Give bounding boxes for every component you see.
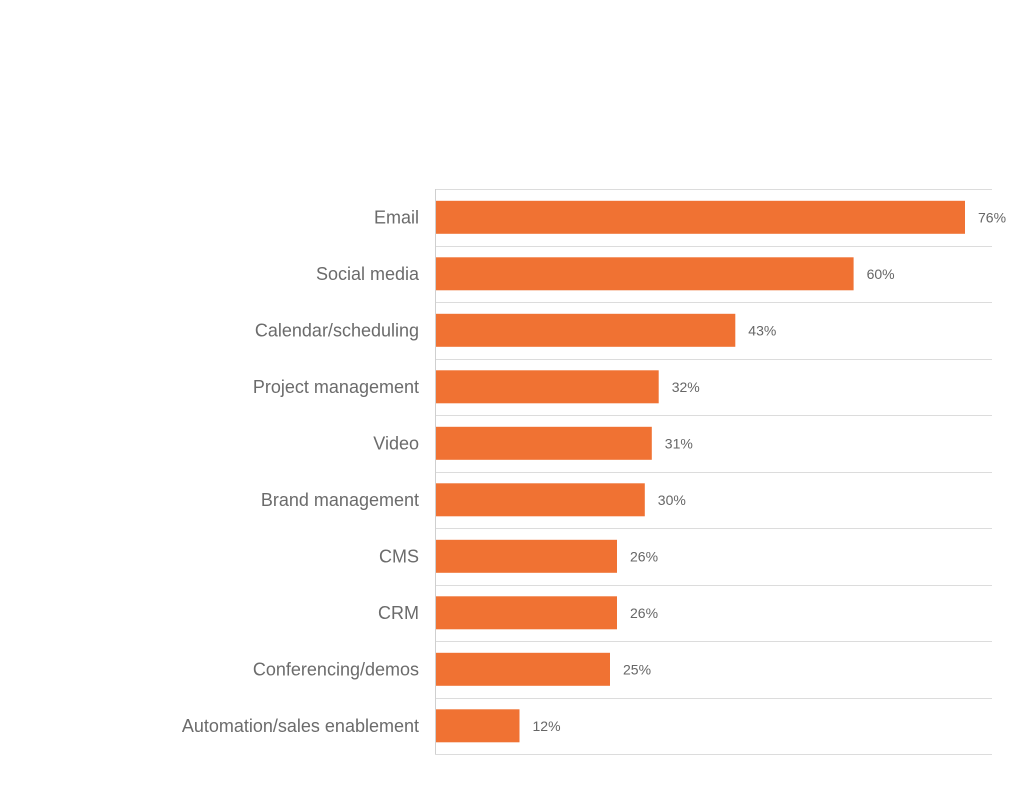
bar-2 <box>436 313 736 347</box>
value-label: 43% <box>748 322 776 338</box>
category-label: Brand management <box>261 490 419 510</box>
category-label: Project management <box>253 377 419 397</box>
value-label: 31% <box>665 435 693 451</box>
bar-9 <box>436 709 520 743</box>
bar-8 <box>436 652 610 686</box>
value-label: 26% <box>630 605 658 621</box>
value-label: 76% <box>978 209 1006 225</box>
value-label: 26% <box>630 548 658 564</box>
category-label: Calendar/scheduling <box>255 320 419 340</box>
value-label: 12% <box>533 718 561 734</box>
value-label: 30% <box>658 492 686 508</box>
category-label: CMS <box>379 546 419 566</box>
category-label: CRM <box>378 603 419 623</box>
value-labels: 76% 60% 43% 32% 31% 30% 26% 26% 25% 12% <box>533 209 1007 734</box>
bar-6 <box>436 539 617 573</box>
bar-3 <box>436 370 659 404</box>
bar-0 <box>436 200 965 234</box>
gridlines <box>435 189 992 755</box>
bars <box>436 200 965 743</box>
value-label: 25% <box>623 661 651 677</box>
category-label: Video <box>373 433 419 453</box>
category-label: Social media <box>316 264 420 284</box>
category-label: Conferencing/demos <box>253 659 419 679</box>
bar-4 <box>436 426 652 460</box>
value-label: 60% <box>867 266 895 282</box>
bar-1 <box>436 257 854 291</box>
category-label: Email <box>374 207 419 227</box>
category-label: Automation/sales enablement <box>182 716 419 736</box>
bar-5 <box>436 483 645 517</box>
value-label: 32% <box>672 379 700 395</box>
bar-7 <box>436 596 617 630</box>
category-labels: Email Social media Calendar/scheduling Proj… <box>182 207 420 736</box>
